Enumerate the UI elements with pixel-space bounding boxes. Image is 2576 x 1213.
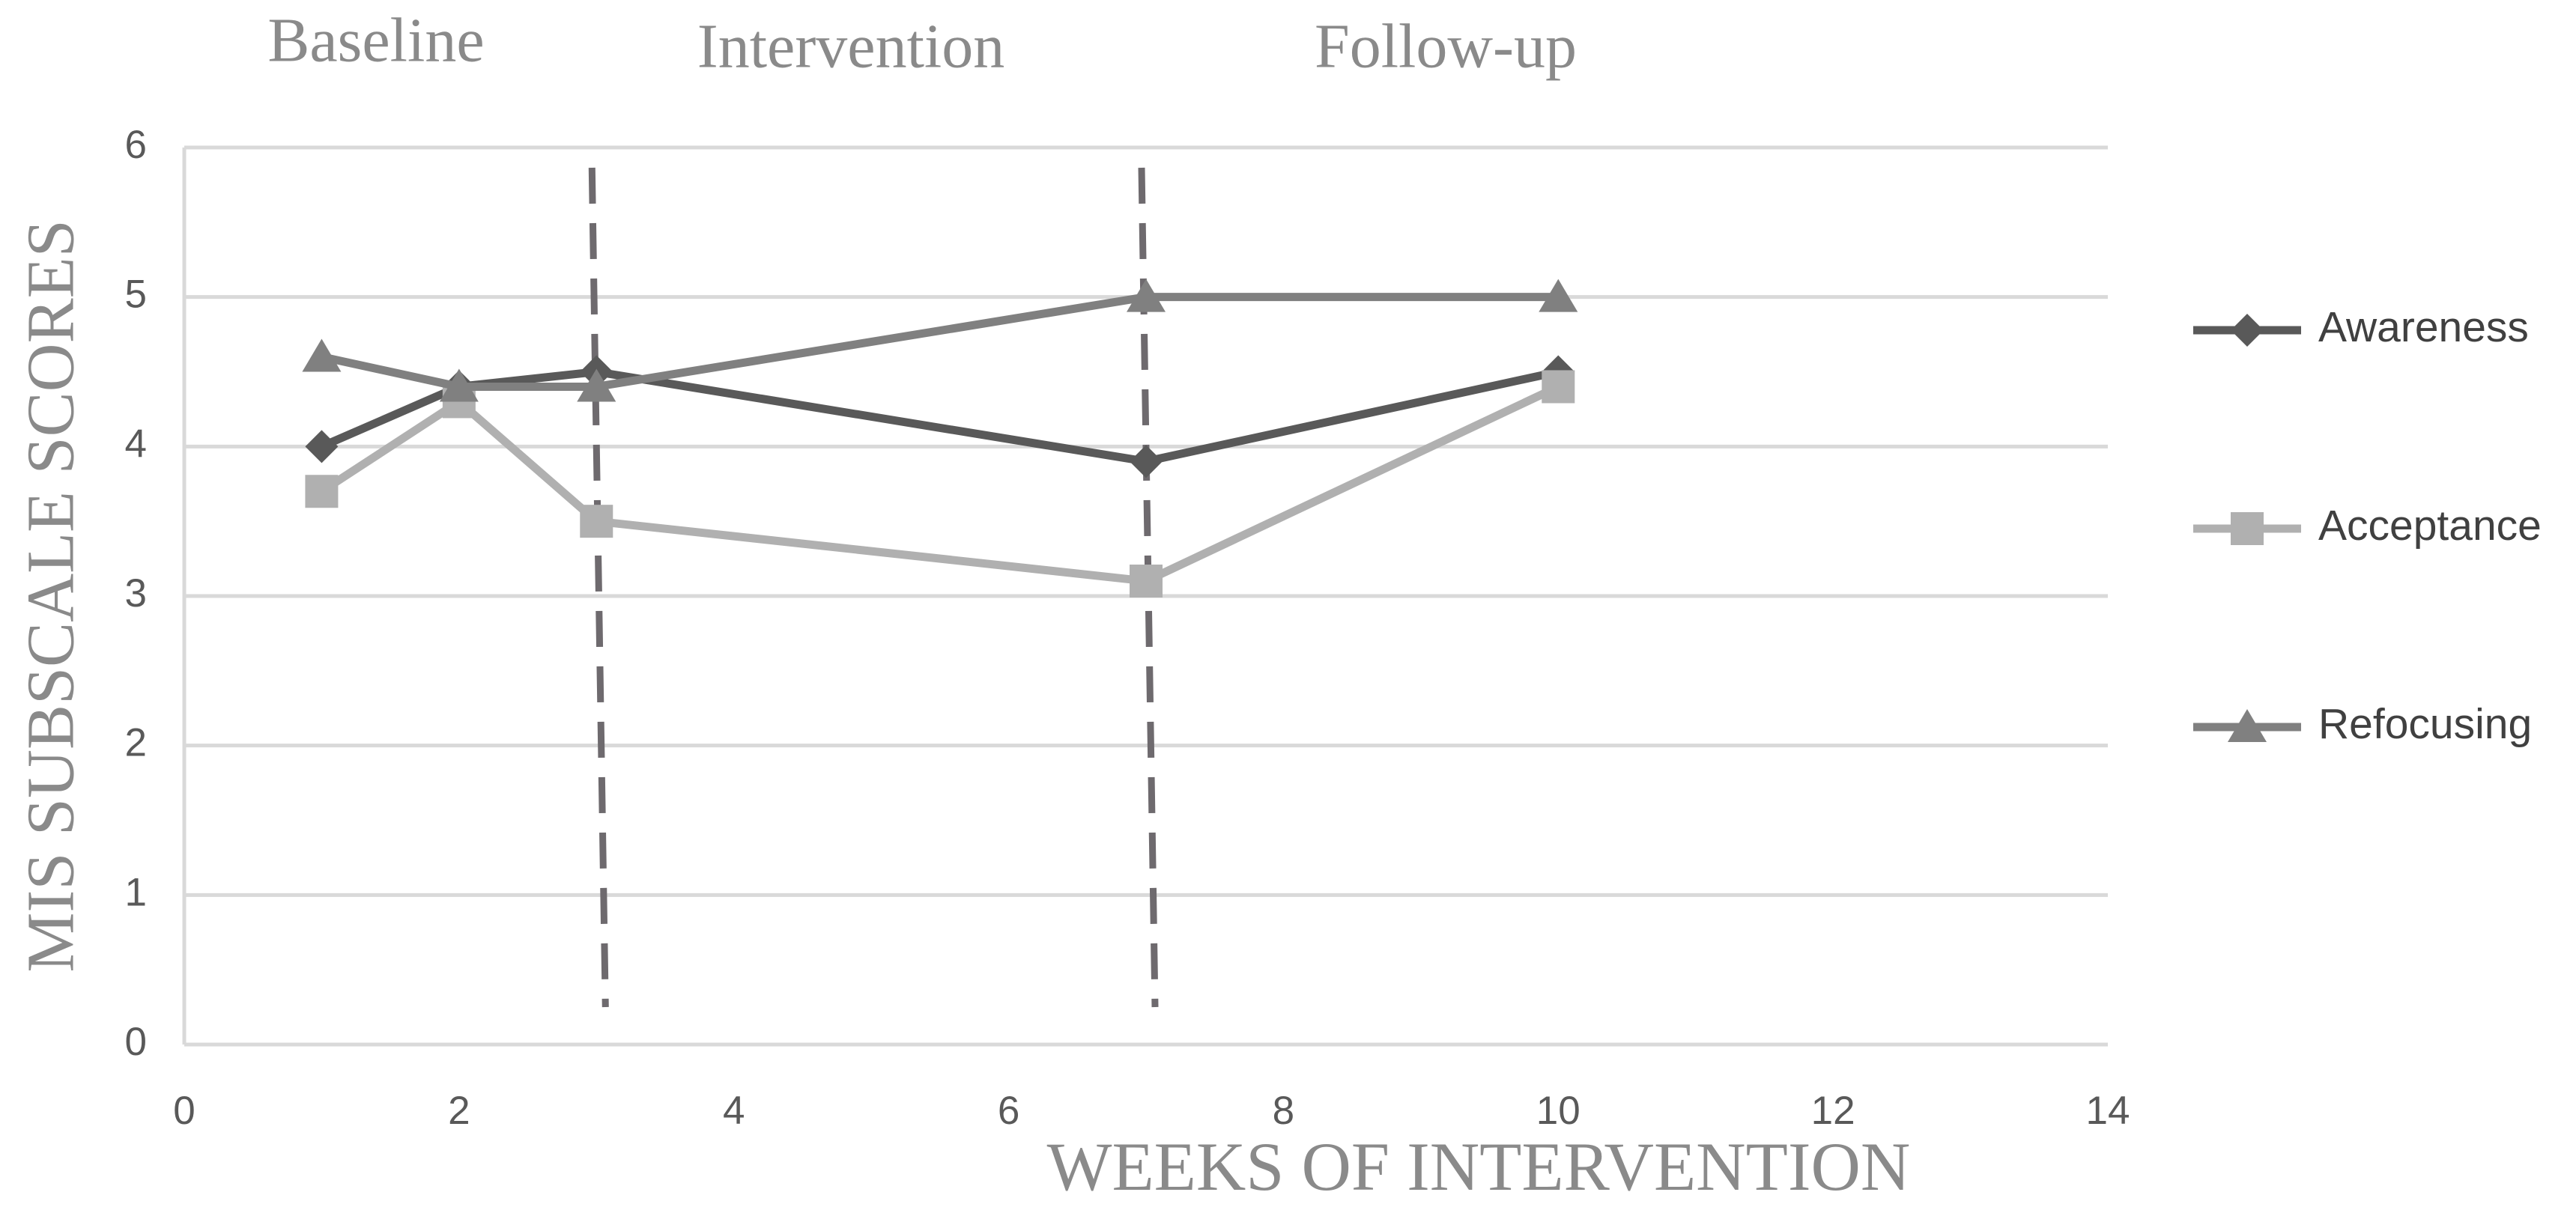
marker — [1130, 445, 1163, 478]
phase-label: Follow-up — [1315, 11, 1577, 81]
x-tick-label: 10 — [1536, 1089, 1581, 1133]
y-tick-label: 6 — [125, 123, 147, 167]
x-tick-label: 2 — [448, 1089, 470, 1133]
marker — [305, 475, 339, 508]
marker — [1130, 565, 1163, 598]
y-tick-label: 3 — [125, 571, 147, 615]
marker — [1539, 279, 1578, 312]
marker — [2231, 314, 2264, 347]
x-tick-label: 4 — [723, 1089, 745, 1133]
marker — [305, 430, 339, 463]
legend-label: Acceptance — [2318, 502, 2542, 550]
x-axis-title: WEEKS OF INTERVENTION — [1047, 1128, 1911, 1205]
y-tick-label: 5 — [125, 273, 147, 317]
x-tick-label: 8 — [1273, 1089, 1294, 1133]
y-tick-label: 4 — [125, 422, 147, 466]
x-tick-label: 14 — [2086, 1089, 2130, 1133]
marker — [580, 505, 613, 538]
y-axis-title: MIS SUBSCALE SCORES — [14, 219, 88, 972]
phase-line — [588, 167, 609, 1008]
y-tick-label: 0 — [125, 1020, 147, 1064]
x-tick-label: 12 — [1811, 1089, 1855, 1133]
marker — [2231, 512, 2264, 545]
y-tick-label: 2 — [125, 721, 147, 765]
phase-label: Intervention — [697, 11, 1005, 81]
legend-label: Refocusing — [2318, 700, 2532, 748]
x-tick-label: 0 — [173, 1089, 195, 1133]
marker — [302, 338, 342, 372]
legend-label: Awareness — [2318, 303, 2529, 351]
x-tick-label: 6 — [998, 1089, 1019, 1133]
marker — [577, 368, 616, 402]
marker — [1127, 279, 1166, 312]
marker — [439, 368, 479, 402]
y-tick-label: 1 — [125, 870, 147, 914]
marker — [1542, 370, 1575, 404]
marker — [2228, 709, 2267, 742]
phase-label: Baseline — [267, 5, 484, 75]
series-line — [321, 293, 1559, 391]
